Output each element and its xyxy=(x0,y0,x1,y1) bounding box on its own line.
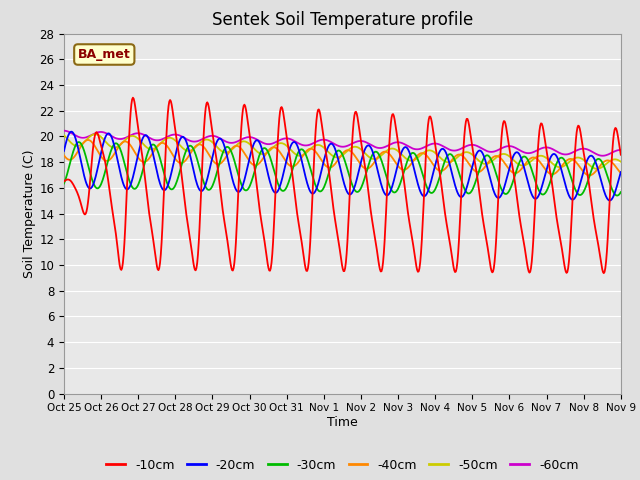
Legend: -10cm, -20cm, -30cm, -40cm, -50cm, -60cm: -10cm, -20cm, -30cm, -40cm, -50cm, -60cm xyxy=(101,454,584,477)
Title: Sentek Soil Temperature profile: Sentek Soil Temperature profile xyxy=(212,11,473,29)
X-axis label: Time: Time xyxy=(327,416,358,429)
Text: BA_met: BA_met xyxy=(78,48,131,61)
Y-axis label: Soil Temperature (C): Soil Temperature (C) xyxy=(24,149,36,278)
